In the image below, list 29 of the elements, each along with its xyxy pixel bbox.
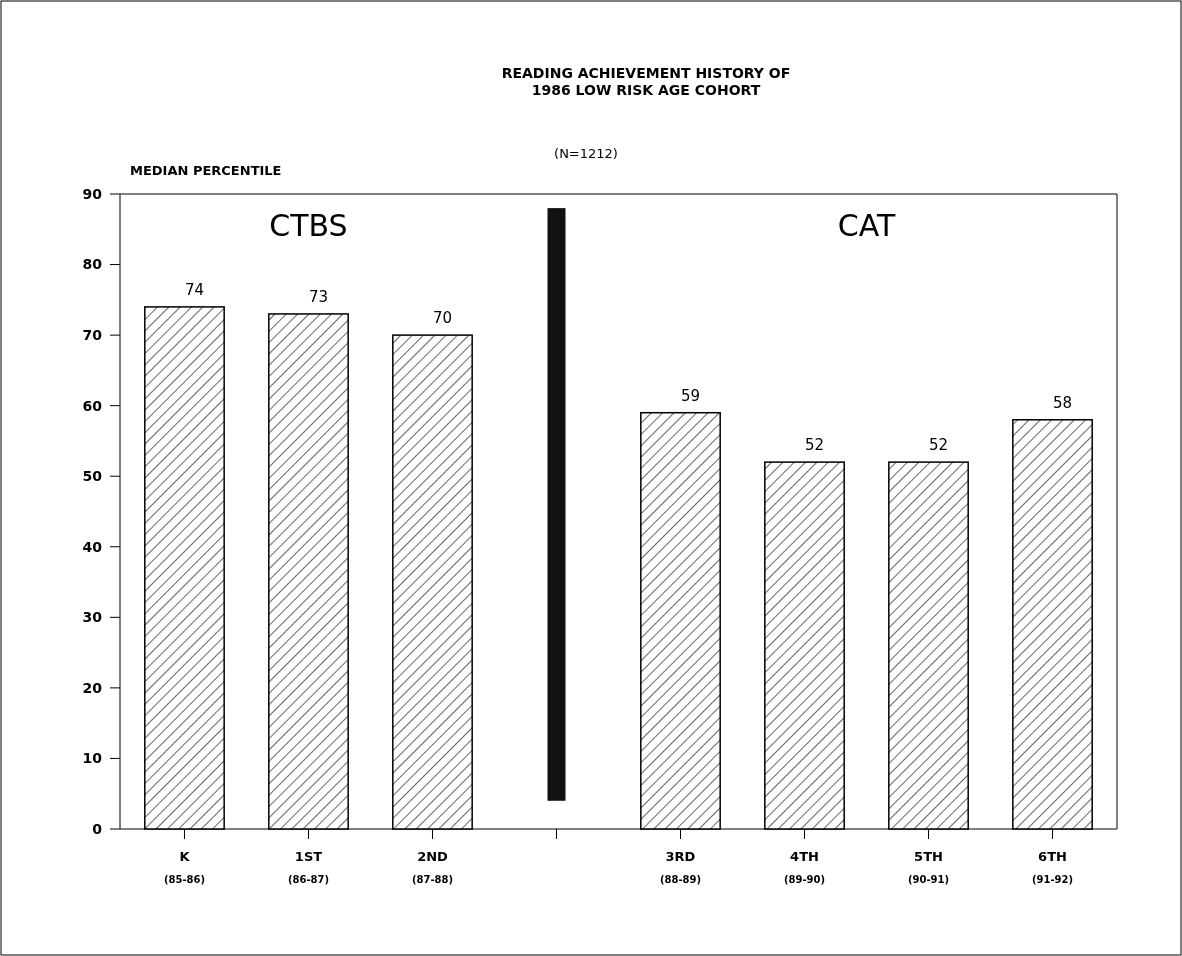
data-label: 73	[308, 287, 329, 306]
chart-subtitle: (N=1212)	[554, 146, 618, 161]
x-tick-label: 2ND (87-88)	[411, 849, 454, 885]
annotation: CTBS	[269, 208, 348, 244]
chart-title: READING ACHIEVEMENT HISTORY OF 1986 LOW RISK AGE COHORT	[501, 65, 791, 98]
y-axis-title: MEDIAN PERCENTILE	[130, 163, 282, 178]
data-label: 70	[432, 309, 453, 328]
x-tick-label: K (85-86)	[163, 849, 206, 885]
y-tick-label: 60	[82, 397, 103, 414]
data-label: 52	[804, 436, 825, 455]
data-label: 52	[928, 436, 949, 455]
data-label: 59	[680, 386, 701, 405]
x-tick-label: 3RD (88-89)	[659, 849, 702, 885]
y-tick-label: 30	[82, 609, 103, 626]
x-tick-label: 1ST (86-87)	[287, 849, 330, 885]
y-tick-label: 70	[82, 327, 103, 344]
data-label: 74	[184, 280, 205, 299]
annotation: CAT	[837, 208, 896, 244]
y-tick-label: 20	[82, 679, 103, 696]
y-tick-label: 10	[82, 750, 103, 767]
data-label: 58	[1052, 393, 1073, 412]
y-tick-label: 50	[82, 468, 103, 485]
y-tick-label: 90	[82, 185, 103, 202]
x-tick-label: 5TH (90-91)	[907, 849, 950, 885]
x-tick-label: 4TH (89-90)	[783, 849, 826, 885]
y-tick-label: 0	[92, 820, 103, 837]
x-tick-label: 6TH (91-92)	[1031, 849, 1074, 885]
y-tick-label: 40	[82, 538, 103, 555]
y-tick-label: 80	[82, 256, 103, 273]
